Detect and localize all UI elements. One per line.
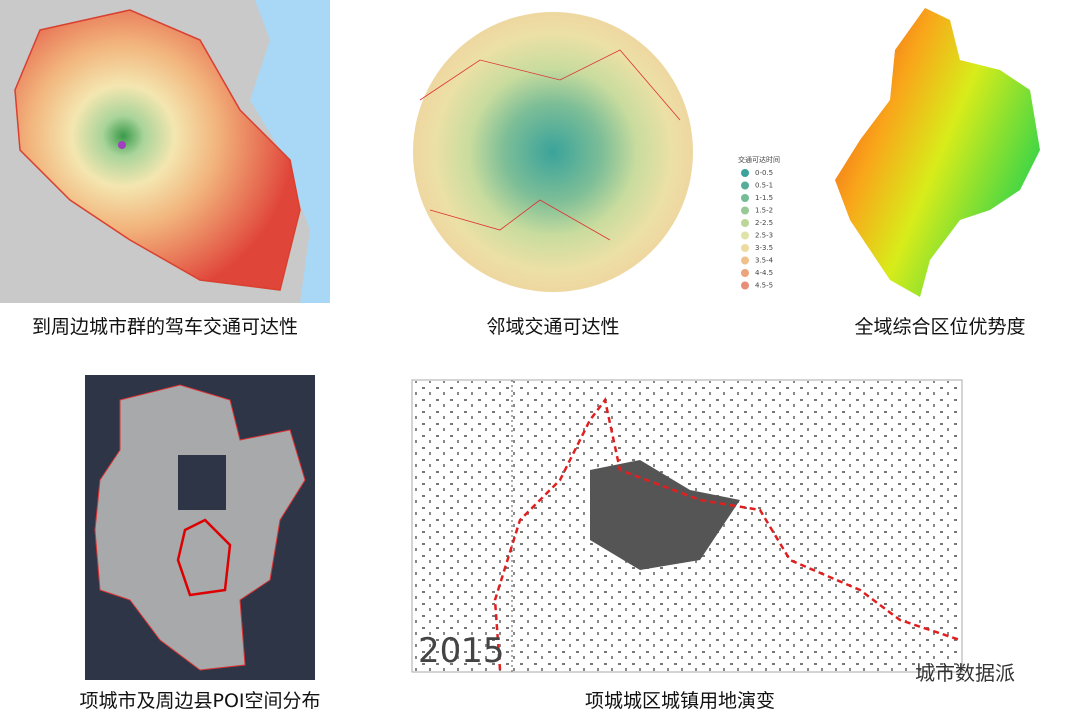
legend-swatch — [741, 181, 749, 190]
caption: 到周边城市群的驾车交通可达性 — [32, 316, 298, 338]
legend-label: 1-1.5 — [755, 194, 773, 202]
legend-swatch — [741, 244, 749, 252]
caption: 邻域交通可达性 — [486, 316, 619, 338]
legend-label: 0-0.5 — [755, 169, 773, 177]
legend-label: 3-3.5 — [755, 244, 773, 252]
legend-swatch — [741, 219, 749, 227]
year-label: 2015 — [418, 631, 505, 671]
caption: 全域综合区位优势度 — [854, 316, 1025, 338]
watermark: 城市数据派 — [915, 661, 1015, 685]
map-location-advantage — [835, 8, 1040, 297]
legend-swatch — [741, 194, 749, 202]
caption: 项城城区城镇用地演变 — [585, 690, 775, 712]
legend-label: 4-4.5 — [755, 269, 773, 277]
legend-label: 4.5-5 — [755, 282, 773, 290]
legend-label: 1.5-2 — [755, 207, 773, 215]
caption: 项城市及周边县POI空间分布 — [79, 690, 320, 712]
legend-swatch — [741, 169, 749, 177]
map-urban-land: 2015 — [411, 379, 963, 673]
map-neighborhood: 交通可达时间 0-0.5 0.5-1 1-1.5 1.5-2 2-2.5 2.5-3 3-3.… — [380, 0, 780, 303]
legend-swatch — [741, 206, 749, 215]
legend-swatch — [741, 231, 749, 240]
legend-swatch — [741, 281, 749, 290]
map-regional-drive — [0, 0, 330, 303]
map-poi — [85, 375, 315, 680]
legend-swatch — [741, 256, 749, 265]
legend-label: 0.5-1 — [755, 182, 773, 190]
legend-label: 3.5-4 — [755, 257, 774, 265]
legend-label: 2-2.5 — [755, 219, 773, 227]
legend-swatch — [741, 269, 749, 277]
legend-title: 交通可达时间 — [738, 155, 780, 164]
legend-label: 2.5-3 — [755, 232, 773, 240]
